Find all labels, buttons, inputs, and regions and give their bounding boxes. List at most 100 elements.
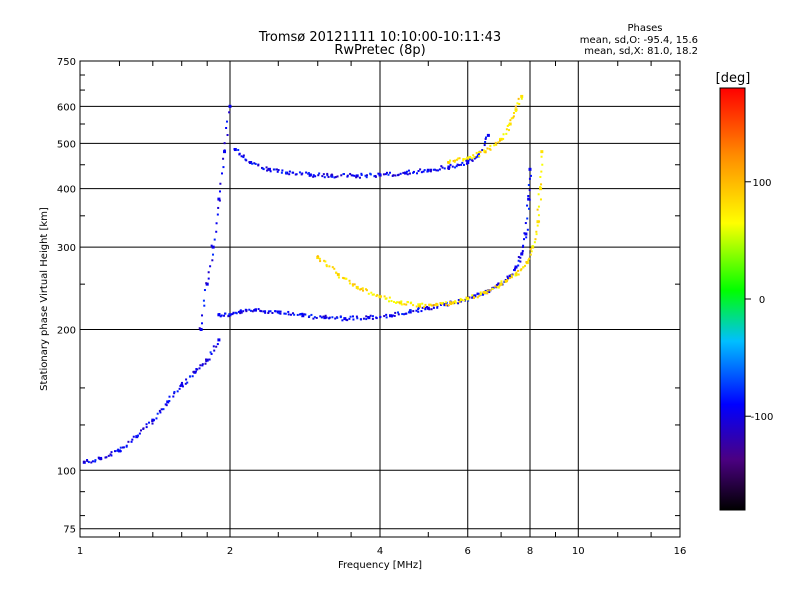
data-point (428, 308, 431, 311)
data-point (397, 173, 400, 176)
data-point (475, 156, 478, 159)
data-point (248, 308, 251, 311)
data-point (389, 314, 392, 317)
data-point (484, 140, 487, 143)
data-point (424, 303, 427, 306)
data-point (205, 282, 208, 285)
data-point (486, 289, 489, 292)
data-point (86, 459, 89, 462)
data-point (404, 312, 407, 315)
data-point (336, 175, 339, 178)
phase-info-o: mean, sd,O: -95.4, 15.6 (580, 35, 698, 46)
colorbar-tick-label: 100 (752, 178, 771, 189)
data-point (215, 230, 218, 233)
data-point (510, 274, 513, 277)
data-point (223, 149, 226, 152)
data-point (526, 204, 529, 207)
data-point (359, 288, 362, 291)
data-point (426, 306, 430, 310)
data-point (528, 189, 531, 192)
data-point (481, 293, 484, 296)
data-point (391, 314, 394, 317)
data-point (486, 292, 489, 295)
data-point (529, 248, 532, 251)
data-point (318, 172, 321, 175)
data-point (522, 244, 525, 247)
data-point (528, 177, 531, 180)
data-point (405, 170, 408, 173)
data-point (400, 303, 403, 306)
data-point (406, 173, 409, 176)
data-point (478, 155, 481, 158)
data-point (145, 423, 148, 426)
data-point (416, 172, 419, 175)
data-point (508, 277, 511, 280)
data-point (237, 148, 240, 151)
data-point (465, 162, 468, 165)
data-point (225, 120, 228, 123)
data-point (412, 170, 415, 173)
data-point (322, 315, 325, 318)
data-point (253, 309, 256, 312)
data-point (219, 182, 222, 185)
data-point (373, 175, 376, 178)
data-point (471, 296, 474, 299)
data-point (505, 132, 508, 135)
data-point (417, 303, 420, 306)
data-point (435, 302, 438, 305)
data-point (384, 173, 387, 176)
data-point (408, 172, 411, 175)
data-point (207, 277, 210, 280)
data-point (539, 176, 542, 179)
data-point (215, 345, 218, 348)
data-point (515, 271, 518, 274)
data-point (213, 349, 216, 352)
data-point (432, 306, 435, 309)
data-point (474, 156, 477, 159)
data-point (289, 313, 292, 316)
data-point (516, 102, 519, 105)
data-point (469, 155, 472, 158)
data-point (415, 305, 418, 308)
data-point (482, 149, 485, 152)
data-point (519, 269, 522, 272)
data-point (348, 317, 351, 320)
data-point (514, 274, 517, 277)
data-point (279, 312, 282, 315)
x-tick-label: 8 (527, 546, 533, 557)
data-point (304, 313, 307, 316)
data-point (444, 301, 447, 304)
data-point (507, 124, 510, 127)
data-point (540, 183, 543, 186)
data-point (283, 312, 286, 315)
data-point (355, 174, 359, 178)
data-point (333, 176, 336, 179)
data-point (151, 422, 154, 425)
data-point (350, 174, 353, 177)
data-point (257, 164, 260, 167)
data-point (461, 298, 464, 301)
data-point (514, 105, 517, 108)
data-point (285, 171, 288, 174)
data-point (319, 260, 322, 263)
data-point (388, 296, 391, 299)
data-point (510, 276, 513, 279)
data-point (506, 277, 509, 280)
data-point (201, 363, 204, 366)
data-point (508, 122, 512, 126)
data-point (489, 144, 492, 147)
data-point (226, 134, 229, 137)
data-point (200, 322, 203, 325)
data-point (346, 319, 349, 322)
data-point (536, 220, 540, 224)
data-point (502, 133, 505, 136)
data-point (232, 312, 235, 315)
data-point (465, 296, 468, 299)
data-point (364, 174, 367, 177)
y-tick-label: 75 (63, 525, 76, 536)
y-tick-label: 100 (57, 466, 76, 477)
data-point (497, 282, 500, 285)
data-point (211, 259, 214, 262)
data-point (202, 299, 205, 302)
data-point (485, 136, 488, 139)
